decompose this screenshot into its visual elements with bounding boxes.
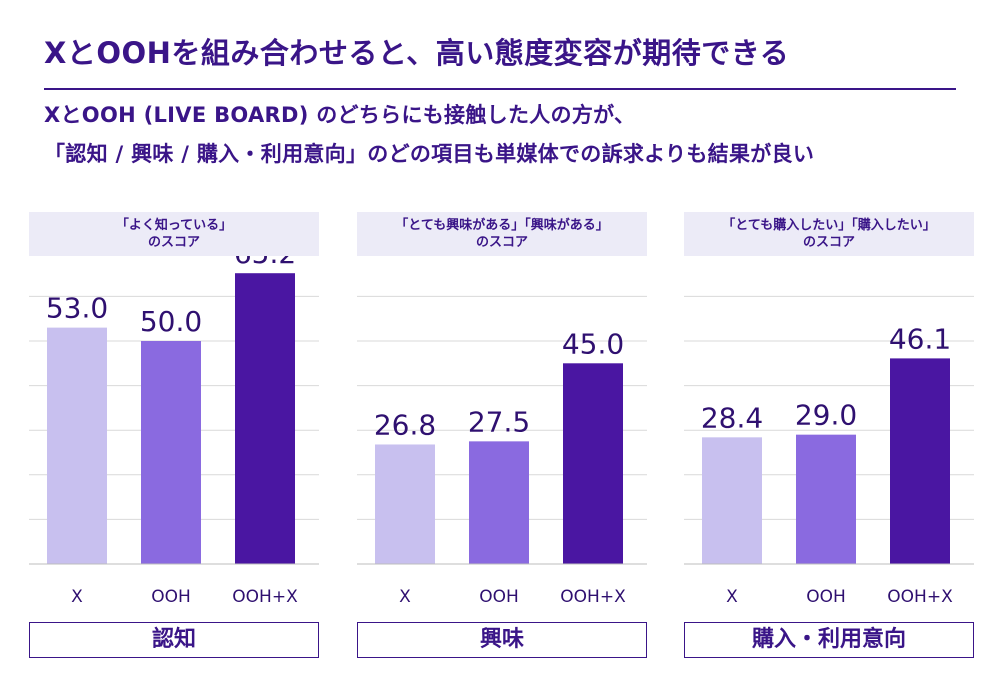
chart-header: 「よく知っている」 のスコア: [29, 212, 319, 256]
bar-chart: 26.8 X 27.5 OOH 45.0 OOH+X: [357, 295, 647, 607]
x-tick-label: OOH+X: [232, 587, 298, 607]
data-label: 29.0: [795, 399, 857, 432]
x-tick-label: X: [726, 587, 738, 607]
data-label: 50.0: [140, 305, 202, 338]
data-label: 46.1: [889, 322, 951, 355]
bar-x: [702, 437, 762, 564]
chart-title-box: 認知: [29, 622, 319, 658]
subtitle-line-2: 「認知 / 興味 / 購入・利用意向」のどの項目も単媒体での訴求よりも結果が良い: [44, 142, 815, 166]
chart-panel-purchase-intent: 「とても購入したい」「購入したい」 のスコア 28.4 X 29.0 OOH 46.1 O…: [684, 212, 974, 662]
chart-subtitle-line-2: のスコア: [475, 235, 528, 250]
data-label: 53.0: [46, 292, 108, 325]
bar-chart: 53.0 X 50.0 OOH 65.2 OOH+X: [29, 256, 319, 607]
x-tick-label: OOH+X: [887, 587, 953, 607]
chart-header: 「とても購入したい」「購入したい」 のスコア: [684, 212, 974, 256]
bar-ooh-plus-x: [563, 363, 623, 564]
data-label: 26.8: [374, 408, 436, 441]
subtitle-line-1: XとOOH (LIVE BOARD) のどちらにも接触した人の方が、: [44, 103, 636, 127]
chart-panel-awareness: 「よく知っている」 のスコア 53.0 X 50.0 OOH 65.2 OOH+X 認知: [29, 212, 319, 662]
chart-subtitle-line-2: のスコア: [802, 235, 855, 250]
chart-panel-interest: 「とても興味がある」「興味がある」 のスコア 26.8 X 27.5 OOH 45.0 O…: [357, 212, 647, 662]
bar-x: [47, 327, 107, 564]
bar-ooh: [469, 441, 529, 564]
title-divider: [44, 88, 956, 90]
chart-title-box: 購入・利用意向: [684, 622, 974, 658]
page-title: XとOOHを組み合わせると、高い態度変容が期待できる: [44, 36, 790, 70]
bar-ooh: [141, 341, 201, 564]
chart-subtitle-line-1: 「とても興味がある」「興味がある」: [395, 218, 609, 233]
data-label: 28.4: [701, 401, 763, 434]
bar-x: [375, 444, 435, 564]
bar-ooh-plus-x: [890, 358, 950, 564]
x-tick-label: OOH+X: [560, 587, 626, 607]
x-tick-label: OOH: [806, 587, 846, 607]
data-label: 27.5: [468, 405, 530, 438]
x-tick-label: X: [399, 587, 411, 607]
chart-header: 「とても興味がある」「興味がある」 のスコア: [357, 212, 647, 256]
chart-title-box: 興味: [357, 622, 647, 658]
chart-subtitle-line-1: 「よく知っている」: [115, 218, 233, 233]
chart-subtitle-line-1: 「とても購入したい」「購入したい」: [722, 218, 936, 233]
x-tick-label: OOH: [479, 587, 519, 607]
x-tick-label: X: [71, 587, 83, 607]
data-label: 45.0: [562, 327, 624, 360]
bar-chart: 28.4 X 29.0 OOH 46.1 OOH+X: [684, 295, 974, 607]
data-label: 65.2: [234, 256, 296, 270]
bar-ooh-plus-x: [235, 273, 295, 564]
x-tick-label: OOH: [151, 587, 191, 607]
chart-subtitle-line-2: のスコア: [147, 235, 200, 250]
bar-ooh: [796, 434, 856, 564]
